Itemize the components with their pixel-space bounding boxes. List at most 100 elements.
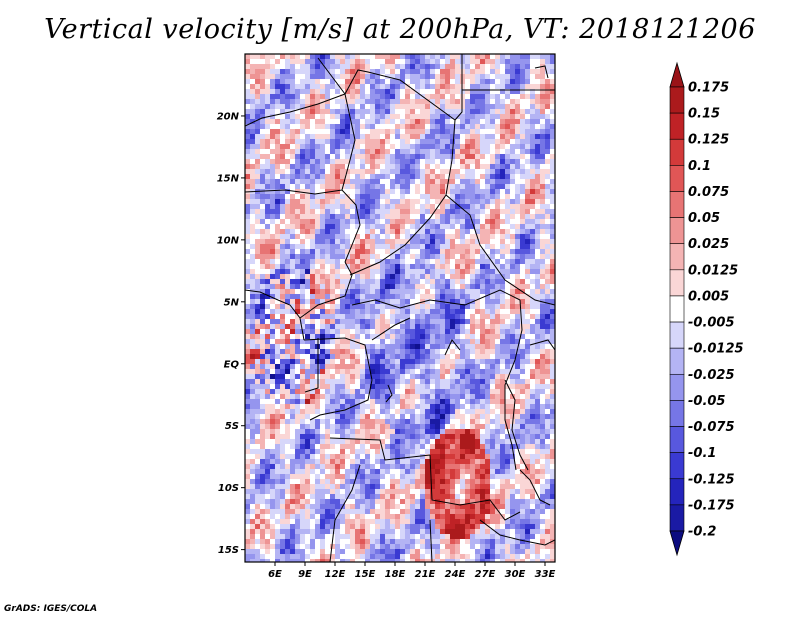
field-cell xyxy=(385,269,391,275)
field-cell xyxy=(285,244,291,250)
field-cell xyxy=(545,384,551,390)
field-cell xyxy=(455,104,461,110)
field-cell xyxy=(525,89,531,95)
field-cell xyxy=(430,309,436,315)
field-cell xyxy=(485,254,491,260)
field-cell xyxy=(280,424,286,430)
field-cell xyxy=(305,94,311,100)
field-cell xyxy=(450,119,456,125)
field-cell xyxy=(455,334,461,340)
field-cell xyxy=(340,404,346,410)
field-cell xyxy=(365,324,371,330)
field-cell xyxy=(480,359,486,365)
field-cell xyxy=(345,169,351,175)
field-cell xyxy=(460,69,466,75)
field-cell xyxy=(540,79,546,85)
field-cell xyxy=(280,209,286,215)
field-cell xyxy=(405,119,411,125)
field-cell xyxy=(545,359,551,365)
field-cell xyxy=(445,254,451,260)
field-cell xyxy=(360,249,366,255)
field-cell xyxy=(255,269,261,275)
field-cell xyxy=(460,349,466,355)
field-cell xyxy=(445,314,451,320)
field-cell xyxy=(430,199,436,205)
field-cell xyxy=(370,404,376,410)
field-cell xyxy=(245,359,251,365)
field-cell xyxy=(525,149,531,155)
field-cell xyxy=(525,219,531,225)
field-cell xyxy=(425,304,431,310)
field-cell xyxy=(440,329,446,335)
field-cell xyxy=(530,84,536,90)
field-cell xyxy=(425,204,431,210)
field-cell xyxy=(385,124,391,130)
field-cell xyxy=(285,234,291,240)
field-cell xyxy=(465,379,471,385)
field-cell xyxy=(310,214,316,220)
field-cell xyxy=(420,69,426,75)
field-cell xyxy=(545,99,551,105)
field-cell xyxy=(420,184,426,190)
field-cell xyxy=(430,424,436,430)
field-cell xyxy=(280,404,286,410)
field-cell xyxy=(270,179,276,185)
field-cell xyxy=(335,424,341,430)
field-cell xyxy=(535,234,541,240)
field-cell xyxy=(470,124,476,130)
field-cell xyxy=(270,244,276,250)
field-cell xyxy=(260,219,266,225)
field-cell xyxy=(460,99,466,105)
field-cell xyxy=(275,204,281,210)
field-cell xyxy=(345,339,351,345)
field-cell xyxy=(440,309,446,315)
field-cell xyxy=(325,99,331,105)
field-cell xyxy=(420,404,426,410)
field-cell xyxy=(470,419,476,425)
field-cell xyxy=(470,174,476,180)
field-cell xyxy=(345,189,351,195)
field-cell xyxy=(470,244,476,250)
field-cell xyxy=(385,64,391,70)
field-cell xyxy=(505,309,511,315)
field-cell xyxy=(470,389,476,395)
field-cell xyxy=(430,64,436,70)
field-cell xyxy=(245,229,251,235)
field-cell xyxy=(500,399,506,405)
field-cell xyxy=(525,234,531,240)
field-cell xyxy=(335,199,341,205)
field-cell xyxy=(450,139,456,145)
field-cell xyxy=(365,239,371,245)
field-cell xyxy=(255,64,261,70)
field-cell xyxy=(510,159,516,165)
field-cell xyxy=(505,264,511,270)
field-cell xyxy=(490,414,496,420)
field-cell xyxy=(265,384,271,390)
field-cell xyxy=(410,399,416,405)
field-cell xyxy=(285,184,291,190)
field-cell xyxy=(380,284,386,290)
field-cell xyxy=(530,109,536,115)
field-cell xyxy=(355,89,361,95)
field-cell xyxy=(520,209,526,215)
field-cell xyxy=(545,234,551,240)
field-cell xyxy=(480,224,486,230)
field-cell xyxy=(420,109,426,115)
field-cell xyxy=(250,334,256,340)
field-cell xyxy=(280,84,286,90)
field-cell xyxy=(380,419,386,425)
field-cell xyxy=(330,234,336,240)
field-cell xyxy=(525,189,531,195)
field-cell xyxy=(490,259,496,265)
field-cell xyxy=(275,354,281,360)
field-cell xyxy=(375,319,381,325)
field-cell xyxy=(470,129,476,135)
field-cell xyxy=(325,129,331,135)
field-cell xyxy=(305,434,311,440)
field-cell xyxy=(475,224,481,230)
field-cell xyxy=(415,144,421,150)
field-cell xyxy=(465,59,471,65)
field-cell xyxy=(320,149,326,155)
field-cell xyxy=(415,164,421,170)
field-cell xyxy=(470,334,476,340)
